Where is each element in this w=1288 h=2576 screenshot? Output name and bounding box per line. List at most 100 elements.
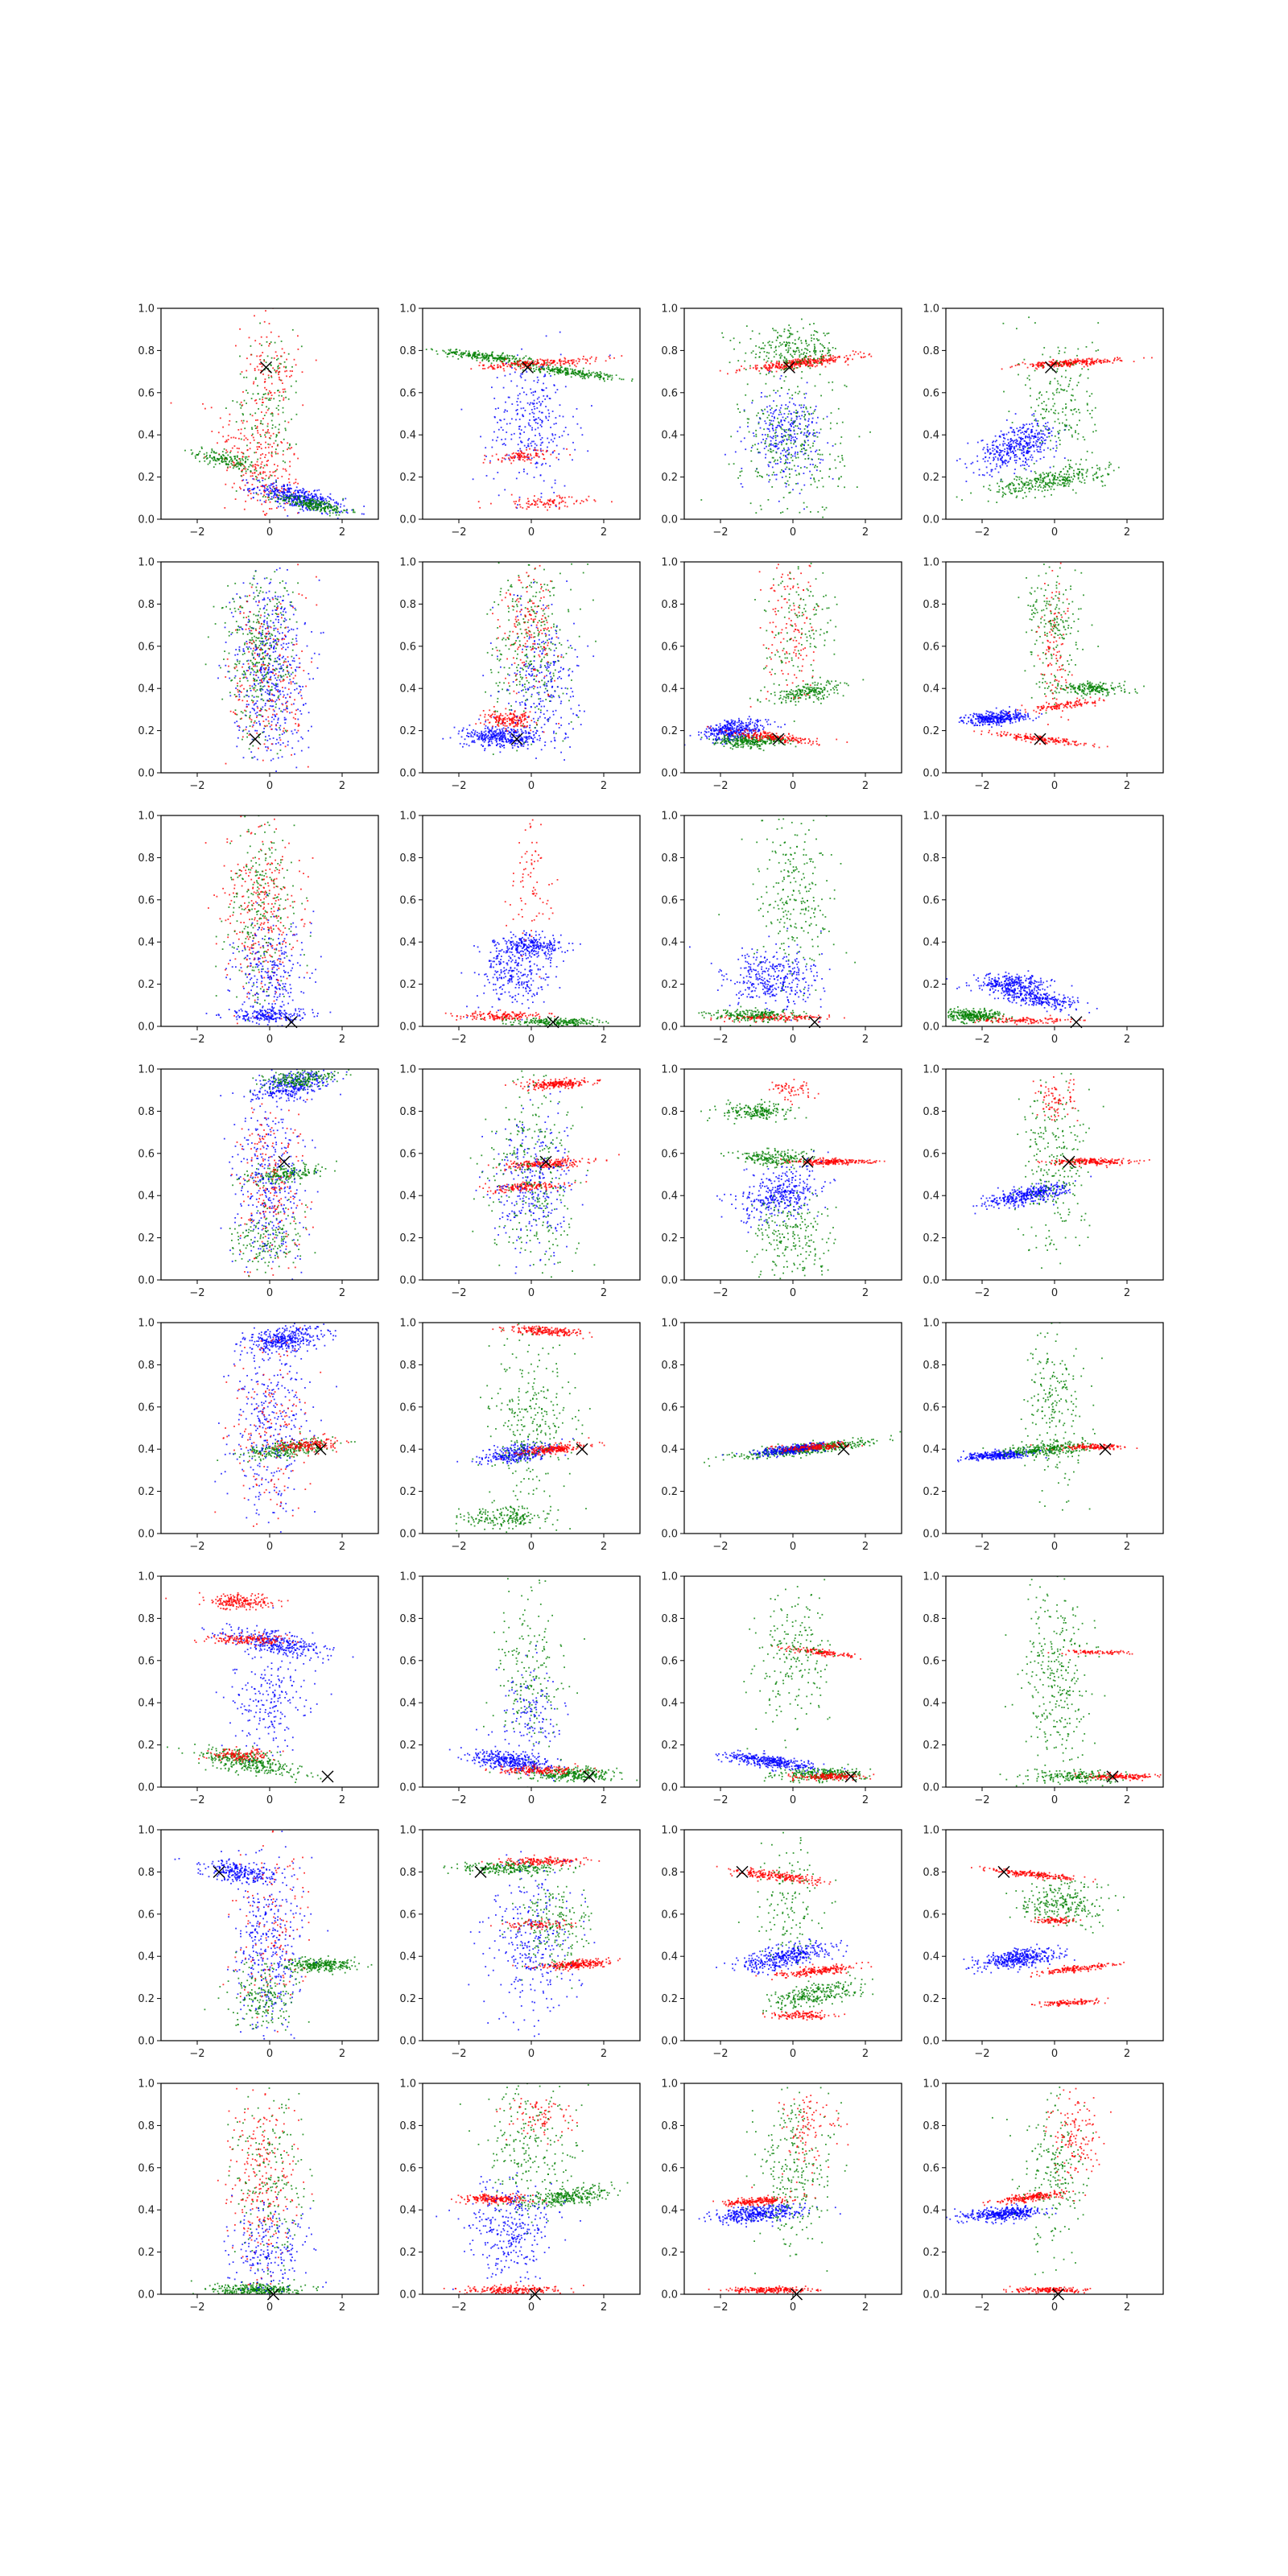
point-red [542,504,544,506]
point-green [201,448,203,449]
cluster-green [425,348,562,370]
point-red [526,364,529,366]
point-blue [769,436,771,438]
point-blue [766,406,768,408]
point-blue [555,506,557,507]
point-red [270,508,273,510]
point-green [570,373,572,375]
point-red [815,360,817,362]
point-red [526,506,529,508]
point-red [246,357,248,360]
point-blue [485,456,487,457]
point-green [481,360,484,361]
point-green [1024,492,1026,493]
point-green [266,406,267,408]
point-blue [1024,446,1026,448]
point-blue [295,493,297,494]
point-green [334,508,336,510]
point-blue [316,496,318,498]
point-red [593,499,596,501]
point-green [1059,444,1061,445]
point-red [539,449,542,452]
point-green [760,543,762,544]
point-blue [345,511,348,513]
point-blue [762,439,764,440]
point-red [560,502,563,503]
point-red [513,452,514,454]
point-red [1052,359,1055,361]
point-green [1060,388,1062,390]
point-green [819,449,820,451]
point-red [1114,357,1116,359]
point-green [344,510,346,512]
point-blue [539,435,541,436]
point-green [815,353,817,356]
point-blue [1007,461,1009,464]
point-red [259,457,262,460]
point-blue [741,468,743,469]
point-red [526,497,529,500]
point-red [225,441,226,443]
point-green [1054,420,1056,423]
point-green [332,506,335,508]
point-blue [1045,427,1046,430]
point-green [255,493,258,495]
point-red [827,361,829,364]
point-red [1079,362,1080,365]
point-red [849,354,852,357]
point-green [998,489,1001,491]
point-blue [772,444,774,446]
point-blue [508,458,510,460]
point-green [785,475,787,477]
point-red [510,456,512,458]
point-red [257,499,258,502]
point-green [468,355,469,357]
point-red [261,461,263,463]
point-blue [1025,469,1027,471]
point-green [485,353,487,354]
point-red [254,399,256,402]
point-blue [780,426,782,428]
point-red [270,394,273,396]
point-green [1097,349,1100,351]
point-red [570,359,572,361]
point-blue [807,420,810,422]
point-green [266,485,269,488]
point-blue [1033,446,1035,448]
point-blue [303,493,306,495]
point-blue [986,472,989,474]
point-blue [297,502,299,505]
point-green [598,377,600,378]
point-green [444,352,447,354]
point-green [1086,450,1088,452]
point-blue [1023,433,1026,436]
point-red [1086,360,1088,361]
point-blue [553,437,555,440]
point-red [1037,365,1038,367]
point-green [841,459,844,461]
point-green [460,355,462,357]
point-green [499,359,502,361]
point-green [290,495,291,497]
point-red [771,366,773,369]
point-green [269,399,271,401]
point-green [275,440,277,442]
point-green [1048,478,1051,481]
point-blue [770,419,773,422]
point-green [807,430,809,432]
point-green [265,361,267,364]
point-green [1067,459,1069,461]
point-green [299,505,300,507]
x-marker [783,361,795,374]
point-green [752,399,753,402]
point-green [764,443,766,444]
point-green [488,357,489,360]
point-red [1066,361,1068,364]
point-green [961,499,963,501]
point-blue [793,439,795,441]
point-blue [826,415,828,418]
point-blue [997,471,1000,473]
point-blue [313,490,316,492]
point-red [242,469,243,471]
point-green [989,489,992,491]
